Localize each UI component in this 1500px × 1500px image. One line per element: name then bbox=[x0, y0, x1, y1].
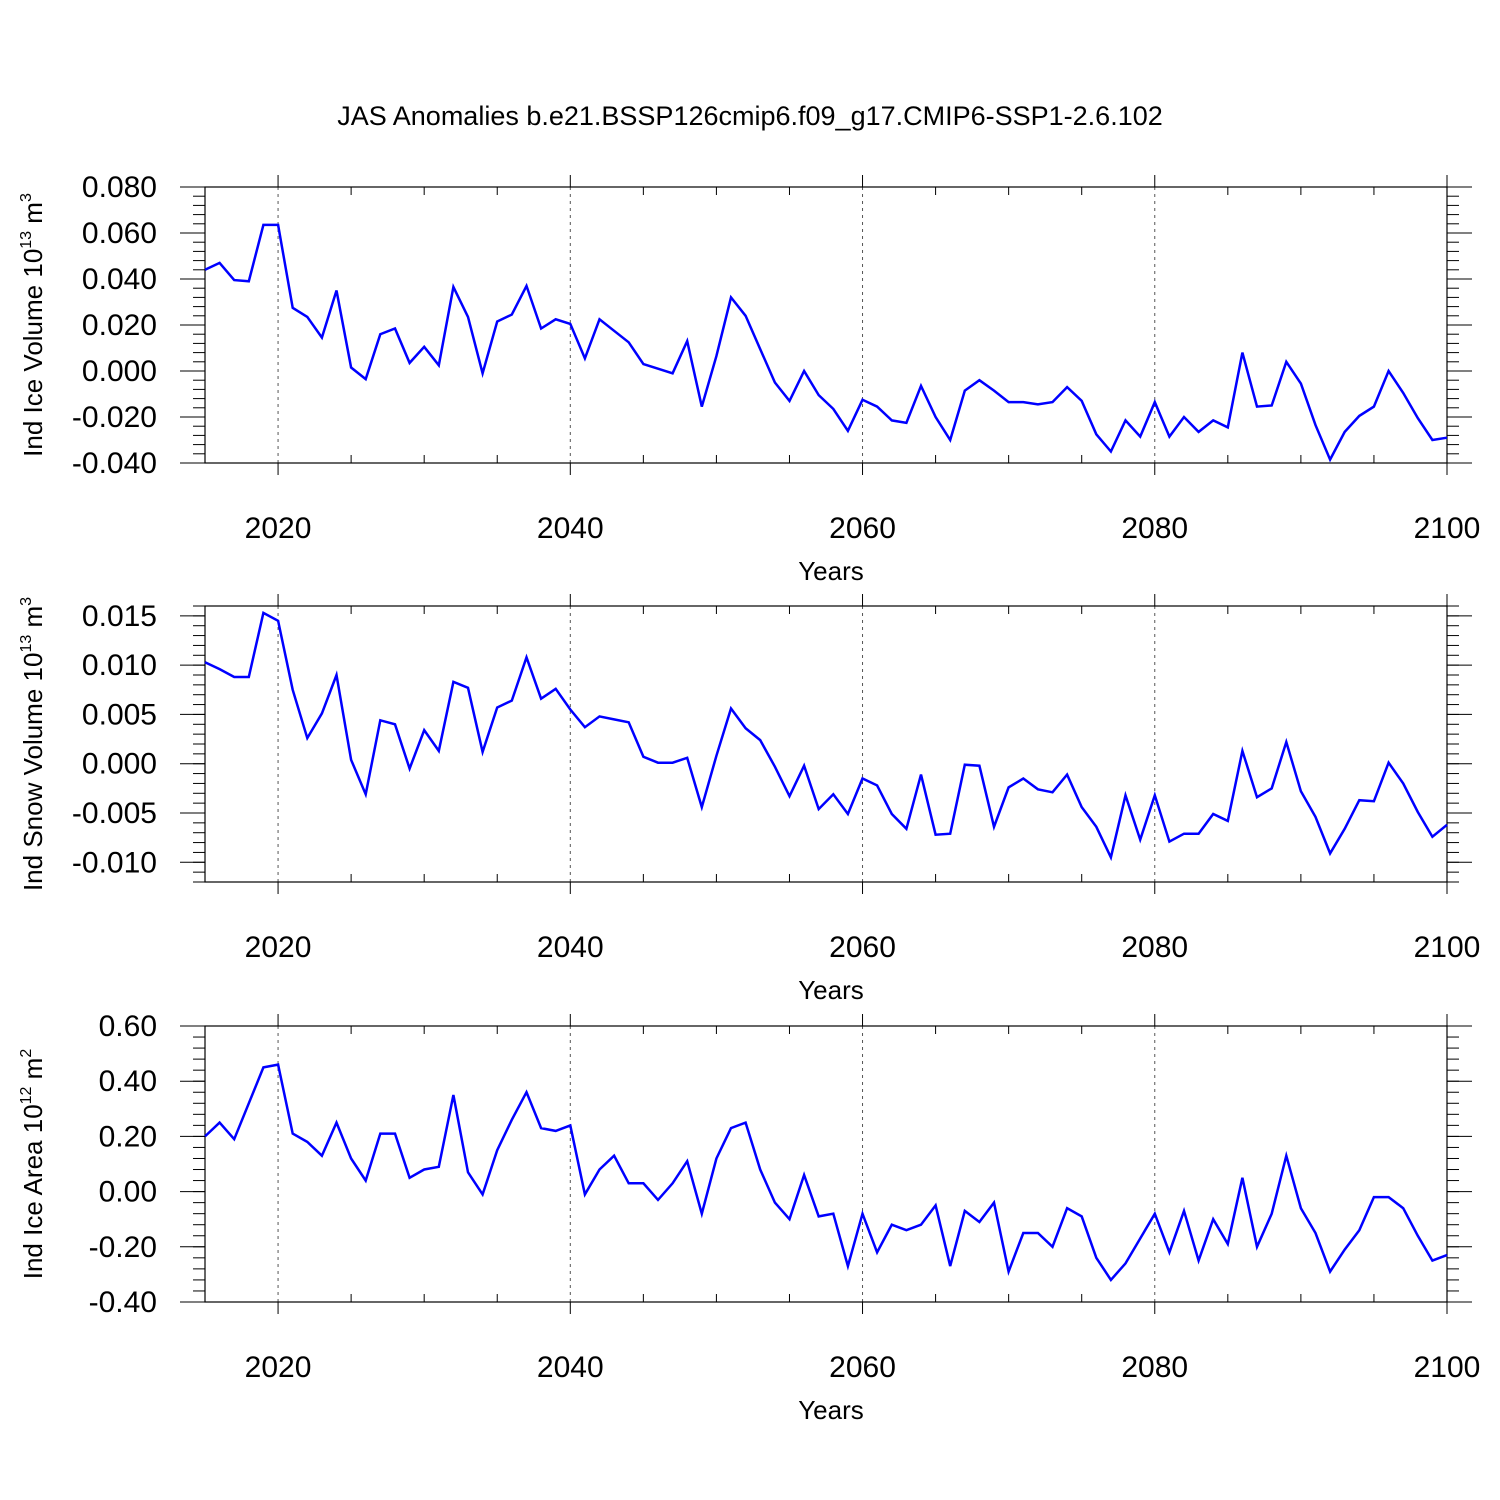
y-tick-label: -0.20 bbox=[89, 1231, 157, 1264]
y-tick-label: 0.40 bbox=[99, 1065, 157, 1098]
x-axis-label: Years bbox=[798, 975, 864, 1005]
y-axis-label-unit-exponent: 2 bbox=[18, 1049, 35, 1058]
x-tick-label-2040: 2040 bbox=[537, 512, 604, 545]
x-tick-label-2060: 2060 bbox=[829, 1351, 896, 1384]
x-tick-label-2040: 2040 bbox=[537, 1351, 604, 1384]
y-tick-label: 0.060 bbox=[82, 217, 157, 250]
y-axis-label-unit: m bbox=[18, 1058, 48, 1087]
y-tick-label: 0.040 bbox=[82, 263, 157, 296]
x-tick-label-2080: 2080 bbox=[1121, 1351, 1188, 1384]
y-tick-label: 0.080 bbox=[82, 171, 157, 204]
y-axis-label: Ind Ice Volume 1013 m3 bbox=[18, 193, 48, 457]
series-line bbox=[204, 1063, 1448, 1282]
series-line bbox=[204, 223, 1448, 463]
y-tick-label: -0.40 bbox=[89, 1286, 157, 1319]
y-tick-label: -0.010 bbox=[72, 846, 157, 879]
chart-panel-3: 2020 2040 2060 2080 2100 0.60 0.40 0.20 0.00 -0.2… bbox=[18, 1010, 1480, 1425]
y-axis-label-exponent: 13 bbox=[18, 635, 35, 653]
plot-frame bbox=[204, 1025, 1448, 1303]
y-axis-label-exponent: 12 bbox=[18, 1086, 35, 1104]
x-tick-label-2100: 2100 bbox=[1414, 1351, 1481, 1384]
y-axis-label-unit: m bbox=[18, 606, 48, 635]
x-tick-label-2040: 2040 bbox=[537, 931, 604, 964]
x-tick-label-2080: 2080 bbox=[1121, 512, 1188, 545]
x-tick-label-2060: 2060 bbox=[829, 512, 896, 545]
y-tick-label: 0.20 bbox=[99, 1120, 157, 1153]
figure-title: JAS Anomalies b.e21.BSSP126cmip6.f09_g17… bbox=[337, 101, 1163, 131]
plot-frame bbox=[204, 605, 1448, 883]
x-tick-label-2020: 2020 bbox=[245, 931, 312, 964]
y-tick-label: 0.020 bbox=[82, 309, 157, 342]
x-tick-label-2020: 2020 bbox=[245, 1351, 312, 1384]
y-tick-label: 0.00 bbox=[99, 1176, 157, 1209]
y-tick-label: 0.000 bbox=[82, 748, 157, 781]
x-tick-label-2060: 2060 bbox=[829, 931, 896, 964]
y-axis-label-text: Ind Snow Volume 10 bbox=[18, 653, 48, 892]
x-tick-label-2100: 2100 bbox=[1414, 512, 1481, 545]
y-axis-label-unit-exponent: 3 bbox=[18, 193, 35, 202]
chart-panel-1: 2020 2040 2060 2080 2100 0.080 0.060 0.040 0.020… bbox=[18, 171, 1480, 586]
x-tick-label-2020: 2020 bbox=[245, 512, 312, 545]
y-axis-label-text: Ind Ice Volume 10 bbox=[18, 249, 48, 457]
y-axis-label-text: Ind Ice Area 10 bbox=[18, 1104, 48, 1279]
x-tick-label-2080: 2080 bbox=[1121, 931, 1188, 964]
x-axis-label: Years bbox=[798, 556, 864, 586]
x-axis-label: Years bbox=[798, 1395, 864, 1425]
y-tick-label: 0.010 bbox=[82, 649, 157, 682]
y-axis-label-exponent: 13 bbox=[18, 231, 35, 249]
chart-panel-2: 2020 2040 2060 2080 2100 0.015 0.010 0.005 0.000… bbox=[18, 594, 1480, 1005]
y-tick-label: 0.60 bbox=[99, 1010, 157, 1043]
y-tick-label: -0.020 bbox=[72, 401, 157, 434]
panels: 2020 2040 2060 2080 2100 0.080 0.060 0.040 0.020… bbox=[18, 171, 1480, 1425]
y-axis-label: Ind Ice Area 1012 m2 bbox=[18, 1049, 48, 1280]
y-tick-label: 0.005 bbox=[82, 698, 157, 731]
series-line bbox=[204, 611, 1448, 862]
x-tick-label-2100: 2100 bbox=[1414, 931, 1481, 964]
y-tick-label: -0.040 bbox=[72, 447, 157, 480]
y-tick-label: 0.000 bbox=[82, 355, 157, 388]
y-axis-label-unit: m bbox=[18, 202, 48, 231]
y-tick-label: 0.015 bbox=[82, 600, 157, 633]
y-tick-label: -0.005 bbox=[72, 797, 157, 830]
y-axis-label: Ind Snow Volume 1013 m3 bbox=[18, 597, 48, 891]
y-axis-label-unit-exponent: 3 bbox=[18, 597, 35, 606]
plot-frame bbox=[204, 186, 1448, 464]
